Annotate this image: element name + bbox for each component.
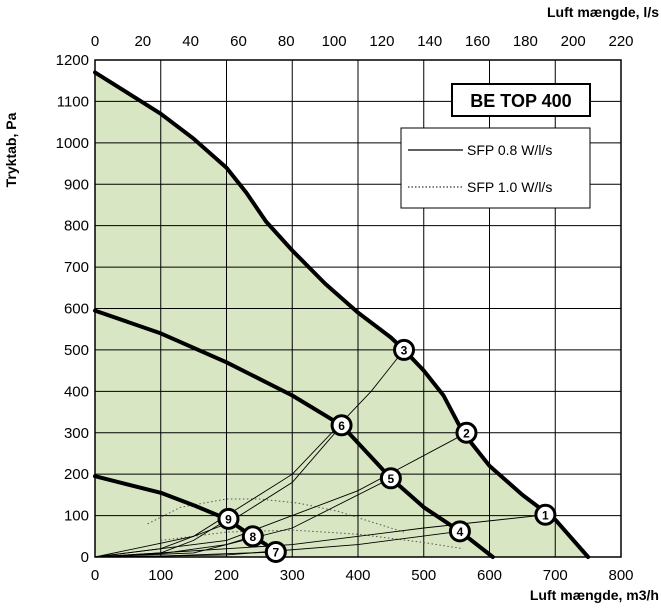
y-tick-label-700: 700 <box>64 259 89 276</box>
x-top-tick-label-200: 200 <box>561 33 586 50</box>
operating-point-5: 5 <box>379 467 402 490</box>
sfp-dotted-layer <box>147 498 464 550</box>
operating-point-circle-3 <box>393 338 416 361</box>
operating-point-1: 1 <box>534 503 557 526</box>
x-bottom-tick-label-0: 0 <box>91 567 99 584</box>
x-top-tick-label-220: 220 <box>608 33 633 50</box>
y-tick-label-800: 800 <box>64 218 89 235</box>
model-label: BE TOP 400 <box>470 91 571 111</box>
operating-point-8: 8 <box>241 525 264 548</box>
x-bottom-tick-label-500: 500 <box>411 567 436 584</box>
x-top-tick-label-40: 40 <box>182 33 199 50</box>
plot-frame-layer <box>94 59 622 558</box>
fan-curve-1 <box>93 70 591 559</box>
sfp-dotted-curve-1 <box>147 498 405 533</box>
legend-label-sfp-08: SFP 0.8 W/l/s <box>467 142 552 158</box>
x-axis-bottom-title: Luft mængde, m3/h <box>530 587 659 603</box>
y-tick-label-1000: 1000 <box>56 135 89 152</box>
operating-point-circle-1 <box>534 503 557 526</box>
y-axis-title: Tryktab, Pa <box>3 112 19 187</box>
legend: SFP 0.8 W/l/s SFP 1.0 W/l/s <box>400 127 591 209</box>
x-axis-top-title: Luft mængde, l/s <box>547 4 659 20</box>
y-tick-label-400: 400 <box>64 383 89 400</box>
operating-point-circle-4 <box>448 520 471 543</box>
x-bottom-tick-label-600: 600 <box>477 567 502 584</box>
tick-labels-layer: 0100200300400500600700800900100011001200… <box>56 33 634 584</box>
operating-point-circle-9 <box>217 507 240 530</box>
operating-point-circle-8 <box>241 525 264 548</box>
operating-point-3: 3 <box>393 338 416 361</box>
operating-point-7: 7 <box>264 541 287 564</box>
operating-point-9: 9 <box>217 507 240 530</box>
y-tick-label-300: 300 <box>64 425 89 442</box>
operating-point-label-6: 6 <box>338 419 345 433</box>
operating-point-label-4: 4 <box>457 525 464 539</box>
legend-label-sfp-10: SFP 1.0 W/l/s <box>467 179 552 195</box>
operating-point-label-1: 1 <box>542 508 549 522</box>
x-top-tick-label-180: 180 <box>513 33 538 50</box>
operating-point-label-2: 2 <box>463 426 470 440</box>
x-top-tick-label-0: 0 <box>91 33 99 50</box>
x-top-tick-label-100: 100 <box>322 33 347 50</box>
system-curve-8 <box>94 535 253 558</box>
y-tick-label-600: 600 <box>64 301 89 318</box>
operating-point-label-5: 5 <box>388 472 395 486</box>
operating-point-2: 2 <box>455 421 478 444</box>
x-bottom-tick-label-300: 300 <box>280 567 305 584</box>
y-tick-label-1100: 1100 <box>57 93 89 110</box>
y-tick-label-500: 500 <box>64 342 89 359</box>
x-bottom-tick-label-700: 700 <box>543 567 568 584</box>
operating-point-label-3: 3 <box>401 343 408 357</box>
operating-point-6: 6 <box>330 414 353 437</box>
x-bottom-tick-label-400: 400 <box>345 567 370 584</box>
operating-point-circle-7 <box>264 541 287 564</box>
x-bottom-tick-label-200: 200 <box>214 567 239 584</box>
y-tick-label-1200: 1200 <box>56 52 89 69</box>
system-curve-1 <box>94 349 405 558</box>
operating-point-4: 4 <box>448 520 471 543</box>
system-curve-3 <box>94 514 546 558</box>
x-bottom-tick-label-800: 800 <box>608 567 633 584</box>
x-top-tick-label-120: 120 <box>369 33 394 50</box>
x-top-tick-label-140: 140 <box>417 33 442 50</box>
y-tick-label-200: 200 <box>64 466 89 483</box>
operating-point-label-9: 9 <box>225 512 232 526</box>
x-top-tick-label-20: 20 <box>134 33 151 50</box>
x-top-tick-label-60: 60 <box>230 33 247 50</box>
operating-point-circle-2 <box>455 421 478 444</box>
y-tick-label-100: 100 <box>64 508 89 525</box>
markers-layer: 1 2 3 4 5 6 7 8 9 <box>217 338 557 564</box>
plot-frame <box>94 59 622 558</box>
y-tick-label-0: 0 <box>81 549 89 566</box>
operating-point-circle-6 <box>330 414 353 437</box>
x-top-tick-label-160: 160 <box>465 33 490 50</box>
operating-point-circle-5 <box>379 467 402 490</box>
sfp-dotted-curve-2 <box>160 529 464 550</box>
operating-point-label-8: 8 <box>249 530 256 544</box>
x-top-tick-label-80: 80 <box>278 33 295 50</box>
y-tick-label-900: 900 <box>64 176 89 193</box>
model-label-box: BE TOP 400 <box>451 83 591 117</box>
x-bottom-tick-label-100: 100 <box>148 567 173 584</box>
operating-point-label-7: 7 <box>272 546 279 560</box>
